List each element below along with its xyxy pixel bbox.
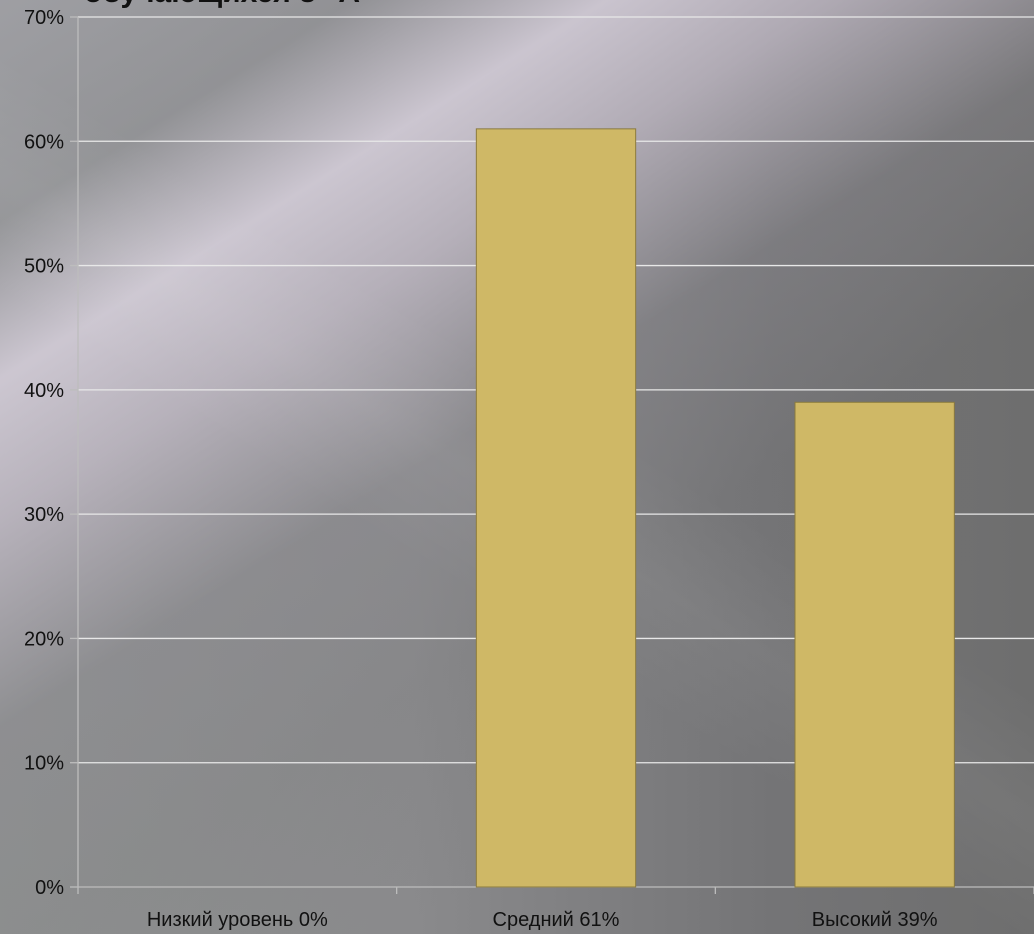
y-tick-labels: 0% 10% 20% 30% 40% 50% 60% 70%	[24, 7, 64, 899]
bar	[475, 128, 637, 888]
x-tick-labels: Низкий уровень 0% Средний 61% Высокий 39%	[147, 909, 938, 931]
y-tick-label: 60%	[24, 131, 64, 153]
x-tick-label: Низкий уровень 0%	[147, 909, 328, 931]
bars	[475, 128, 955, 888]
y-tick-label: 40%	[24, 380, 64, 402]
y-tick-label: 10%	[24, 753, 64, 775]
y-tick-label: 70%	[24, 7, 64, 29]
y-tick-label: 30%	[24, 504, 64, 526]
y-tick-label: 0%	[35, 877, 64, 899]
y-tick-label: 50%	[24, 256, 64, 278]
y-tick-label: 20%	[24, 628, 64, 650]
x-tick-label: Высокий 39%	[812, 909, 938, 931]
x-tick-label: Средний 61%	[493, 909, 620, 931]
chart-title: обучающихся 8 "А"	[84, 0, 374, 10]
bar	[794, 401, 955, 888]
